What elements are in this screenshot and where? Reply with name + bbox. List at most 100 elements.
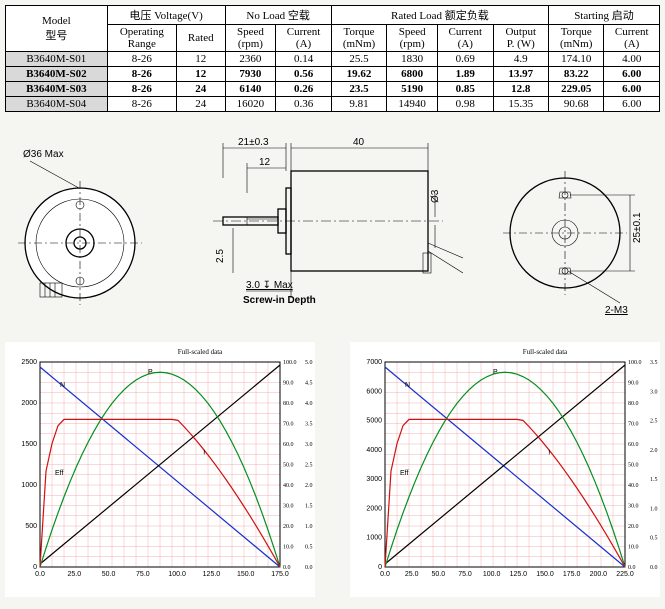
svg-text:I: I: [203, 449, 205, 456]
svg-text:1500: 1500: [21, 441, 37, 448]
svg-text:Eff: Eff: [55, 470, 63, 477]
svg-text:200.0: 200.0: [590, 571, 608, 578]
table-row: B3640M-S028-261279300.5619.6268001.8913.…: [6, 67, 660, 82]
data-cell: 9.81: [331, 97, 386, 112]
dim-shaft-len: 21±0.3: [238, 137, 269, 148]
svg-text:Full-scaled data: Full-scaled data: [178, 348, 223, 356]
data-cell: 23.5: [331, 82, 386, 97]
svg-text:50.0: 50.0: [102, 571, 116, 578]
svg-text:75.0: 75.0: [136, 571, 150, 578]
data-cell: 4.00: [604, 52, 660, 67]
svg-text:0.0: 0.0: [305, 565, 313, 571]
data-cell: 12: [177, 52, 226, 67]
svg-text:7000: 7000: [366, 359, 382, 366]
table-row: B3640M-S018-261223600.1425.518300.694.91…: [6, 52, 660, 67]
svg-text:50.0: 50.0: [283, 463, 294, 469]
svg-text:2.5: 2.5: [650, 419, 658, 425]
data-cell: 13.97: [493, 67, 548, 82]
svg-text:0.0: 0.0: [380, 571, 390, 578]
performance-charts: 250020001500100050000.025.050.075.0100.0…: [5, 342, 660, 597]
data-cell: 0.56: [276, 67, 331, 82]
voltage-hdr: 电压 Voltage(V): [107, 6, 225, 25]
svg-text:500: 500: [25, 523, 37, 530]
chart-left: 250020001500100050000.025.050.075.0100.0…: [5, 342, 315, 597]
svg-text:80.0: 80.0: [283, 401, 294, 407]
svg-text:0.0: 0.0: [283, 565, 291, 571]
data-cell: 12: [177, 67, 226, 82]
data-cell: 24: [177, 97, 226, 112]
data-cell: 8-26: [107, 67, 176, 82]
svg-text:0.0: 0.0: [628, 565, 636, 571]
svg-text:20.0: 20.0: [628, 524, 639, 530]
svg-text:2500: 2500: [21, 359, 37, 366]
svg-text:4.0: 4.0: [305, 401, 313, 407]
data-cell: 0.69: [438, 52, 493, 67]
data-cell: 6.00: [604, 82, 660, 97]
rear-view: 25±0.1 2-M3: [490, 143, 660, 318]
noload-hdr: No Load 空载: [225, 6, 331, 25]
data-cell: 90.68: [548, 97, 603, 112]
svg-text:2.0: 2.0: [305, 483, 313, 489]
svg-text:3.5: 3.5: [650, 360, 658, 366]
svg-text:60.0: 60.0: [283, 442, 294, 448]
svg-text:90.0: 90.0: [628, 381, 639, 387]
svg-text:0.0: 0.0: [35, 571, 45, 578]
model-cell: B3640M-S02: [6, 67, 108, 82]
data-cell: 0.36: [276, 97, 331, 112]
svg-text:N: N: [60, 382, 65, 389]
data-cell: 14940: [387, 97, 438, 112]
svg-text:1.0: 1.0: [650, 506, 658, 512]
svg-text:90.0: 90.0: [283, 381, 294, 387]
svg-text:1000: 1000: [21, 482, 37, 489]
side-view: 21±0.3 40 12 Ø3 2.5 3.0 ↧ Max Screw-in D…: [183, 133, 463, 328]
svg-text:100.0: 100.0: [168, 571, 186, 578]
spec-table: Model 型号 电压 Voltage(V) No Load 空载 Rated …: [5, 5, 660, 112]
data-cell: 1830: [387, 52, 438, 67]
svg-text:150.0: 150.0: [536, 571, 554, 578]
svg-text:40.0: 40.0: [628, 483, 639, 489]
svg-text:3.5: 3.5: [305, 422, 313, 428]
data-cell: 8-26: [107, 97, 176, 112]
svg-text:0.5: 0.5: [650, 536, 658, 542]
svg-text:60.0: 60.0: [628, 442, 639, 448]
dim-shaft-step: 12: [259, 157, 271, 168]
model-cell: B3640M-S04: [6, 97, 108, 112]
svg-text:20.0: 20.0: [283, 524, 294, 530]
svg-text:50.0: 50.0: [432, 571, 446, 578]
svg-text:5.0: 5.0: [305, 360, 313, 366]
dim-flat: 2.5: [215, 248, 226, 262]
model-cell: B3640M-S01: [6, 52, 108, 67]
data-cell: 83.22: [548, 67, 603, 82]
data-cell: 16020: [225, 97, 276, 112]
data-cell: 25.5: [331, 52, 386, 67]
hdr-oprange: Operating Range: [120, 26, 164, 50]
svg-text:100.0: 100.0: [283, 360, 297, 366]
dim-screw-depth: 3.0 ↧ Max: [246, 280, 293, 291]
data-cell: 8-26: [107, 52, 176, 67]
table-row: B3640M-S048-2624160200.369.81149400.9815…: [6, 97, 660, 112]
svg-text:0: 0: [378, 564, 382, 571]
data-cell: 229.05: [548, 82, 603, 97]
svg-text:P: P: [148, 369, 153, 376]
data-cell: 19.62: [331, 67, 386, 82]
dim-pitch: 25±0.1: [632, 212, 643, 243]
svg-text:2.0: 2.0: [650, 448, 658, 454]
svg-text:Eff: Eff: [400, 470, 408, 477]
svg-text:2000: 2000: [21, 400, 37, 407]
svg-text:2.5: 2.5: [305, 463, 313, 469]
svg-text:4000: 4000: [366, 447, 382, 454]
data-cell: 6800: [387, 67, 438, 82]
svg-text:N: N: [405, 382, 410, 389]
svg-text:10.0: 10.0: [283, 545, 294, 551]
svg-text:2000: 2000: [366, 505, 382, 512]
data-cell: 15.35: [493, 97, 548, 112]
svg-text:10.0: 10.0: [628, 545, 639, 551]
data-cell: 0.26: [276, 82, 331, 97]
svg-text:100.0: 100.0: [628, 360, 642, 366]
svg-text:25.0: 25.0: [405, 571, 419, 578]
table-row: B3640M-S038-262461400.2623.551900.8512.8…: [6, 82, 660, 97]
data-cell: 0.98: [438, 97, 493, 112]
starting-hdr: Starting 启动: [548, 6, 659, 25]
svg-text:50.0: 50.0: [628, 463, 639, 469]
svg-text:0.5: 0.5: [305, 545, 313, 551]
